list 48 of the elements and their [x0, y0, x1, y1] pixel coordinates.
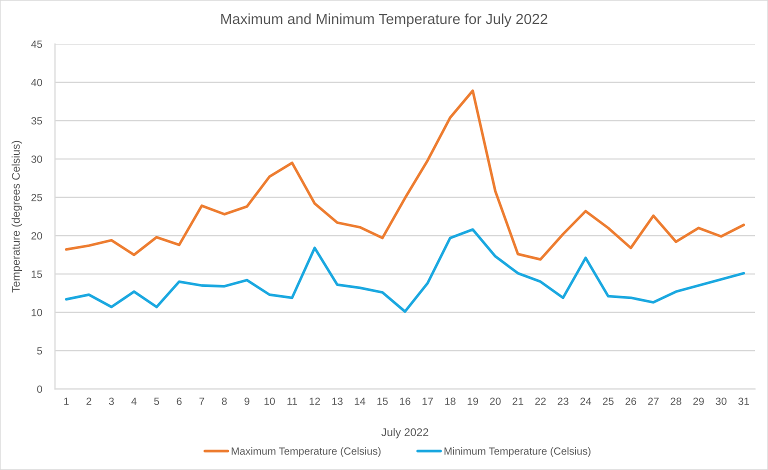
x-tick-label: 28 — [670, 398, 682, 405]
x-tick-label: 23 — [558, 398, 568, 405]
chart-title: Maximum and Minimum Temperature for July 2022 — [221, 13, 548, 28]
x-tick-label: 31 — [738, 398, 749, 405]
y-tick-label: 40 — [31, 78, 42, 86]
x-tick-label: 3 — [108, 398, 114, 405]
x-tick-label: 26 — [626, 398, 636, 405]
line-series — [64, 89, 746, 261]
y-axis-title: Temperature (degrees Celsius) — [12, 140, 22, 293]
legend-label: Maximum Temperature (Celsius) — [232, 447, 381, 457]
x-tick-label: 10 — [264, 398, 275, 405]
legend-label: Minimum Temperature (Celsius) — [444, 447, 590, 457]
x-tick-label: 20 — [490, 398, 501, 405]
x-tick-label: 29 — [693, 398, 704, 405]
y-tick-label: 10 — [32, 308, 42, 316]
x-tick-label: 5 — [154, 398, 160, 405]
x-tick-label: 24 — [580, 398, 592, 405]
y-tick-label: 15 — [32, 270, 42, 278]
x-tick-label: 1 — [64, 398, 69, 405]
x-tick-label: 13 — [332, 398, 343, 405]
x-tick-label: 6 — [176, 398, 182, 405]
x-tick-label: 2 — [86, 398, 92, 405]
y-tick-label: 5 — [37, 347, 42, 355]
x-tick-label: 21 — [512, 398, 524, 405]
x-tick-label: 30 — [716, 398, 727, 405]
y-tick-label: 35 — [31, 117, 42, 125]
x-tick-label: 4 — [131, 398, 137, 405]
x-tick-label: 17 — [422, 398, 433, 405]
y-tick-label: 25 — [31, 194, 42, 202]
line-series — [64, 228, 746, 313]
x-tick-label: 11 — [287, 398, 297, 405]
x-tick-label: 25 — [602, 398, 614, 405]
x-tick-label: 22 — [535, 398, 546, 405]
y-tick-label: 0 — [37, 386, 42, 393]
x-tick-label: 15 — [377, 398, 388, 405]
x-tick-label: 12 — [310, 398, 320, 405]
x-tick-label: 19 — [468, 398, 478, 405]
x-tick-label: 16 — [400, 398, 410, 405]
x-axis-title: July 2022 — [381, 428, 428, 438]
x-tick-label: 9 — [244, 398, 250, 405]
y-tick-label: 45 — [31, 40, 42, 48]
x-tick-label: 18 — [445, 398, 456, 405]
y-tick-label: 30 — [31, 156, 42, 163]
x-tick-label: 8 — [222, 398, 227, 405]
y-tick-label: 20 — [31, 232, 42, 240]
x-tick-label: 7 — [199, 398, 204, 405]
x-tick-label: 27 — [648, 398, 659, 405]
x-tick-label: 14 — [354, 398, 366, 405]
